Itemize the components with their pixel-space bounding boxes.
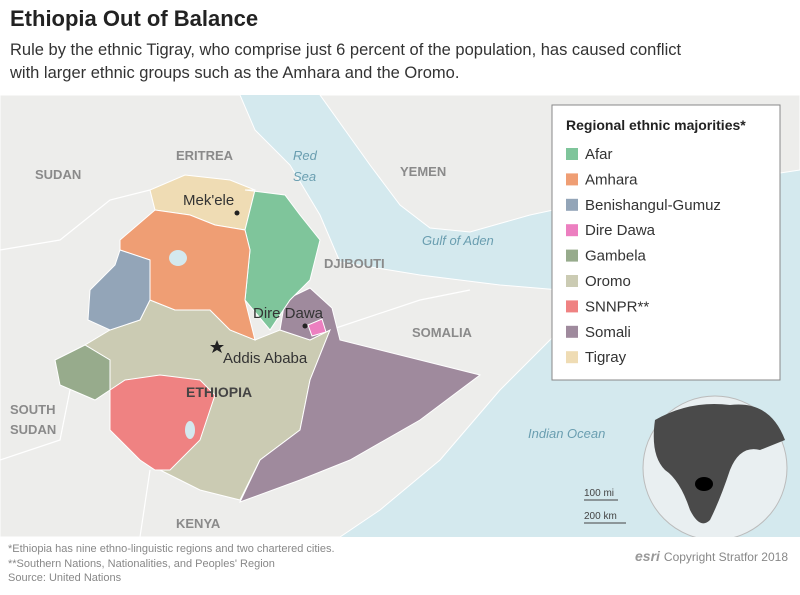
legend-label: Somali (585, 324, 631, 341)
label: ETHIOPIA (186, 384, 252, 400)
border (329, 289, 471, 331)
legend-swatch (566, 275, 578, 287)
legend-label: SNNPR** (585, 298, 649, 315)
border (139, 469, 151, 537)
globe (642, 395, 788, 537)
label: SOUTH (10, 402, 56, 417)
footnote: *Ethiopia has nine ethno-linguistic regi… (8, 543, 335, 555)
legend-label: Amhara (585, 171, 638, 188)
legend-swatch (566, 300, 578, 313)
legend-items: Afar Amhara Benishangul-Gumuz Dire Dawa Gamb… (566, 146, 721, 366)
scale-label: 100 mi (584, 488, 614, 499)
map: SUDAN ERITREA Red Sea YEMEN Gulf of Aden… (0, 95, 800, 537)
region-somali (239, 287, 482, 503)
legend-swatch (566, 351, 578, 364)
label: Gulf of Aden (422, 233, 494, 248)
label: DJIBOUTI (324, 256, 385, 271)
label: KENYA (176, 516, 221, 531)
legend-swatch (566, 224, 578, 237)
city-dot (234, 210, 240, 216)
label: Sea (293, 169, 316, 184)
legend-swatch (566, 198, 578, 211)
legend-title: Regional ethnic majorities* (566, 117, 746, 133)
label: SOMALIA (412, 325, 473, 340)
title: Ethiopia Out of Balance (10, 6, 259, 31)
region-benishangul (87, 249, 151, 331)
label: YEMEN (400, 164, 446, 179)
legend: Regional ethnic majorities* Afar Amhara Be… (551, 104, 781, 381)
label: Indian Ocean (528, 426, 605, 441)
footnotes: *Ethiopia has nine ethno-linguistic regi… (8, 542, 335, 586)
region-afar (244, 189, 321, 331)
footnote: Source: United Nations (8, 572, 122, 584)
subtitle: Rule by the ethnic Tigray, who comprise … (10, 41, 682, 82)
globe-land (653, 404, 785, 524)
lake (185, 421, 195, 439)
legend-swatch (566, 325, 578, 338)
legend-swatch (566, 249, 578, 262)
credit: esri Copyright Stratfor 2018 (635, 548, 788, 564)
scale-label: 200 km (584, 511, 617, 522)
region-dire-dawa (307, 318, 327, 337)
capital-star (210, 340, 224, 353)
regions (54, 174, 482, 503)
label: Red (293, 148, 318, 163)
label: Mek'ele (183, 192, 234, 209)
legend-label: Tigray (585, 349, 627, 366)
borders (0, 189, 471, 537)
credit-text: Copyright Stratfor 2018 (663, 550, 788, 564)
label: ERITREA (176, 148, 234, 163)
globe-ethiopia (695, 477, 713, 491)
legend-label: Dire Dawa (585, 222, 656, 239)
border (0, 389, 71, 461)
label: SUDAN (35, 167, 81, 182)
label: SUDAN (10, 422, 56, 437)
lake (169, 250, 187, 266)
legend-box (551, 104, 781, 381)
city-dot (302, 323, 308, 329)
label: Dire Dawa (253, 305, 324, 322)
region-snnpr (109, 374, 216, 471)
legend-swatch (566, 148, 578, 160)
footnote: **Southern Nations, Nationalities, and P… (8, 557, 275, 570)
label: Addis Ababa (223, 350, 308, 367)
legend-label: Afar (585, 146, 613, 163)
legend-swatch (566, 173, 578, 186)
legend-label: Gambela (585, 248, 647, 265)
legend-label: Oromo (585, 273, 631, 290)
legend-label: Benishangul-Gumuz (585, 197, 721, 214)
logo: esri (635, 548, 660, 564)
border (0, 189, 151, 251)
